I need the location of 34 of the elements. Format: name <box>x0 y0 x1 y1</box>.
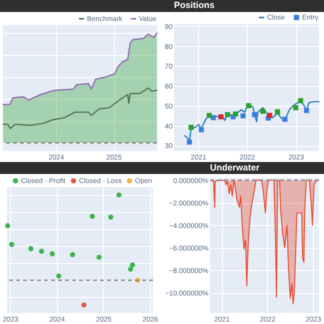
point <box>9 242 14 247</box>
point <box>130 262 136 268</box>
point <box>293 105 298 110</box>
point <box>206 112 212 118</box>
point <box>90 214 95 219</box>
point <box>282 116 288 122</box>
point <box>186 140 192 145</box>
point <box>218 114 224 120</box>
point <box>96 254 102 260</box>
point <box>246 103 252 108</box>
point <box>252 112 258 118</box>
point <box>108 214 114 220</box>
chart-title: Positions <box>174 0 215 10</box>
chart-title: Underwater <box>210 162 260 172</box>
point <box>28 246 34 252</box>
point <box>298 98 304 104</box>
point <box>116 192 122 198</box>
point <box>240 113 246 118</box>
point <box>39 248 44 254</box>
point <box>70 252 76 258</box>
point <box>81 302 86 308</box>
point <box>304 108 310 114</box>
point <box>210 115 216 120</box>
point <box>128 266 134 272</box>
point <box>198 127 204 132</box>
point <box>5 223 10 228</box>
point <box>224 112 230 118</box>
point <box>50 251 55 256</box>
point <box>188 124 194 130</box>
point <box>260 108 266 114</box>
point <box>232 111 238 117</box>
point <box>56 273 62 279</box>
point <box>267 112 272 118</box>
point <box>274 109 280 114</box>
